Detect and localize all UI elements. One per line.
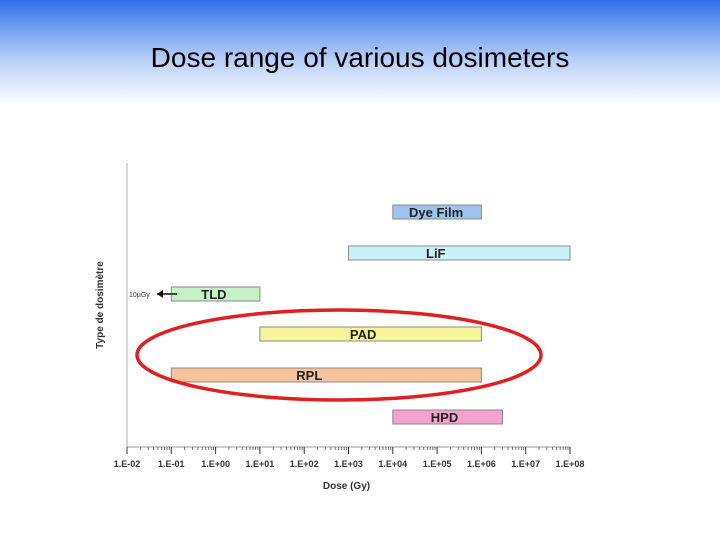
annotation-10ugy: 10µGy <box>129 292 150 299</box>
annotation-arrow-head <box>157 290 163 298</box>
bar-dye-film <box>392 204 482 220</box>
bar-label-rpl: RPL <box>296 368 322 383</box>
x-tick-label: 1.E+04 <box>378 459 407 469</box>
bar-pad <box>259 326 482 342</box>
x-tick-label: 1.E+00 <box>201 459 230 469</box>
bar-label-pad: PAD <box>350 327 376 342</box>
y-axis-title: Type de dosimètre <box>95 261 106 349</box>
bar-hpd <box>392 409 504 425</box>
bar-rpl <box>170 367 482 383</box>
bar-label-tld: TLD <box>201 287 226 302</box>
x-tick-label: 1.E+03 <box>334 459 363 469</box>
x-tick-label: 1.E+08 <box>556 459 585 469</box>
x-tick-label: 1.E+01 <box>246 459 275 469</box>
x-tick-label: 1.E-02 <box>114 459 141 469</box>
x-tick-label: 1.E+05 <box>423 459 452 469</box>
x-axis-title: Dose (Gy) <box>323 481 370 492</box>
bar-lif <box>348 245 571 261</box>
bar-label-dye-film: Dye Film <box>409 205 463 220</box>
bar-label-hpd: HPD <box>431 410 458 425</box>
x-tick-label: 1.E+06 <box>467 459 496 469</box>
x-tick-label: 1.E-01 <box>158 459 185 469</box>
header-band <box>0 0 720 105</box>
x-tick-label: 1.E+02 <box>290 459 319 469</box>
x-tick-label: 1.E+07 <box>511 459 540 469</box>
slide-title: Dose range of various dosimeters <box>150 42 570 73</box>
highlight-ellipse <box>135 308 543 402</box>
bar-label-lif: LiF <box>426 246 446 261</box>
